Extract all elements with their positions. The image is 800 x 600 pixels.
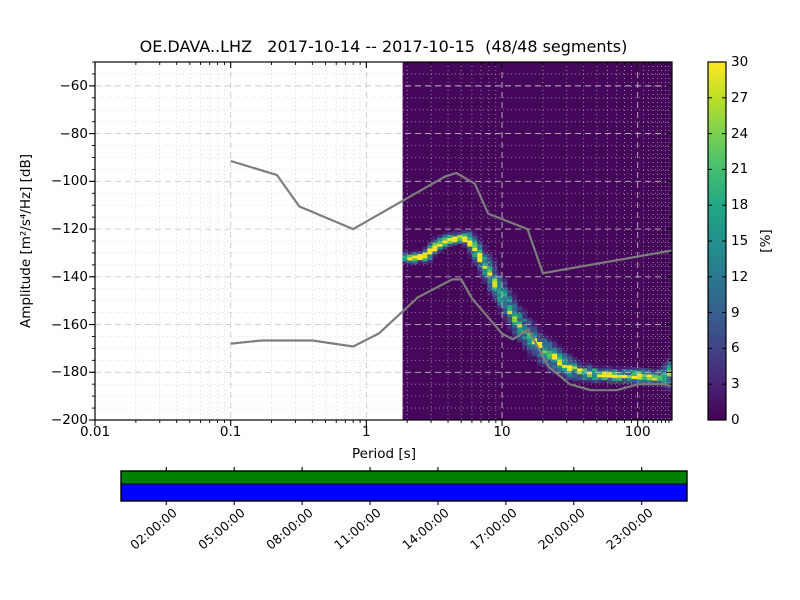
y-tick-label: −160 [50,316,88,333]
y-tick-label: −100 [50,173,88,190]
x-tick-label: 0.1 [219,424,242,440]
y-tick-label: −180 [50,364,88,381]
plot-title: OE.DAVA..LHZ 2017-10-14 -- 2017-10-15 (4… [139,37,628,56]
colorbar-tick-label: 9 [731,304,740,321]
colorbar-tick-label: 18 [731,197,749,214]
x-axis-label: Period [s] [352,446,416,462]
x-tick-label: 1 [362,424,371,440]
y-axis-label: Amplitude [m²/s⁴/Hz] [dB] [18,153,34,329]
colorbar-tick-label: 12 [731,268,749,285]
colorbar-tick-label: 21 [731,161,749,178]
colorbar-tick-label: 30 [731,54,749,70]
y-tick-label: −120 [50,221,88,238]
y-tick-label: −80 [59,125,89,142]
x-tick-label: 100 [624,424,651,440]
colorbar-tick-label: 27 [731,89,749,106]
y-tick-label: −60 [59,77,89,94]
colorbar-tick-label: 24 [731,125,749,142]
colorbar-tick-label: 6 [731,340,740,357]
x-tick-label: 0.01 [79,424,111,440]
colorbar-tick-label: 15 [731,233,749,249]
colorbar-tick-label: 0 [731,412,740,428]
x-tick-label: 10 [493,424,511,440]
y-tick-label: −200 [50,412,88,428]
y-tick-label: −140 [50,268,88,285]
colorbar-tick-label: 3 [731,376,740,393]
colorbar-label: [%] [758,229,774,253]
